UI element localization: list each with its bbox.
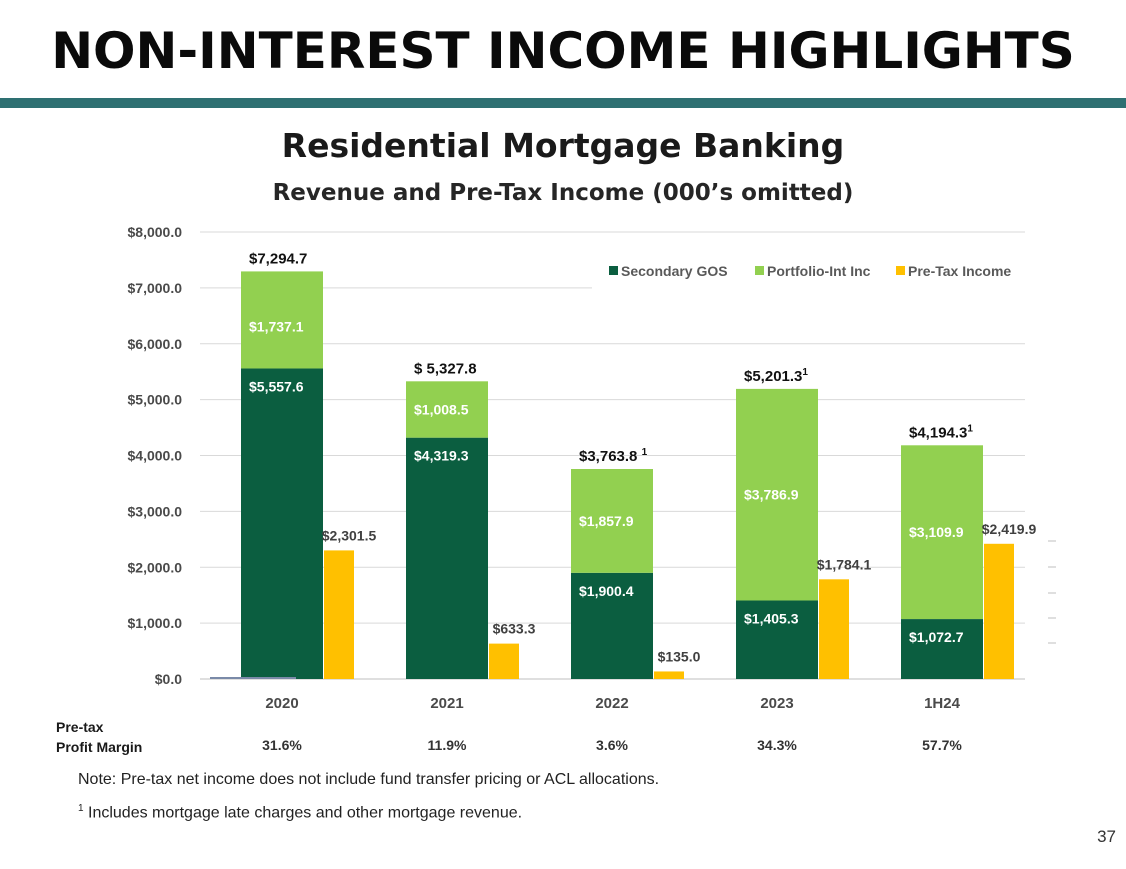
data-label-pre-tax-income: $1,784.1 bbox=[817, 556, 872, 572]
total-footnote-mark: 1 bbox=[802, 367, 808, 378]
margin-value: 31.6% bbox=[262, 737, 302, 753]
bar-pre-tax-income bbox=[489, 643, 519, 679]
bar-pre-tax-income bbox=[819, 579, 849, 679]
total-label: $4,194.31 bbox=[909, 423, 973, 441]
data-label-portfolio-int-inc: $3,786.9 bbox=[744, 487, 799, 503]
x-tick-label: 2020 bbox=[265, 695, 298, 712]
footnote-mark: 1 bbox=[78, 803, 84, 814]
y-tick-label: $6,000.0 bbox=[128, 336, 183, 352]
data-label-portfolio-int-inc: $1,737.1 bbox=[249, 318, 304, 334]
chart-subtitle: Revenue and Pre-Tax Income (000’s omitte… bbox=[272, 180, 854, 206]
total-label: $7,294.7 bbox=[249, 250, 307, 267]
y-tick-label: $1,000.0 bbox=[128, 615, 183, 631]
bar-portfolio-int-inc bbox=[736, 388, 818, 601]
y-tick-label: $2,000.0 bbox=[128, 559, 183, 575]
margin-value: 57.7% bbox=[922, 737, 962, 753]
x-tick-label: 2021 bbox=[430, 695, 463, 712]
y-tick-label: $5,000.0 bbox=[128, 392, 183, 408]
data-label-portfolio-int-inc: $3,109.9 bbox=[909, 524, 964, 540]
title-rule bbox=[0, 98, 1126, 108]
page-title: NON-INTEREST INCOME HIGHLIGHTS bbox=[51, 22, 1075, 80]
x-tick-label: 1H24 bbox=[924, 695, 961, 712]
data-label-secondary-gos: $5,557.6 bbox=[249, 378, 304, 394]
total-label: $3,763.8 1 bbox=[579, 447, 648, 465]
data-label-secondary-gos: $1,405.3 bbox=[744, 610, 799, 626]
total-label: $ 5,327.8 bbox=[414, 360, 477, 377]
legend-swatch bbox=[755, 266, 764, 275]
bar-secondary-gos bbox=[571, 572, 653, 679]
legend-label: Portfolio-Int Inc bbox=[767, 263, 871, 279]
x-tick-label: 2023 bbox=[760, 695, 793, 712]
y-tick-label: $4,000.0 bbox=[128, 448, 183, 464]
bar-pre-tax-income bbox=[654, 671, 684, 679]
data-label-secondary-gos: $4,319.3 bbox=[414, 448, 469, 464]
margin-value: 11.9% bbox=[427, 737, 467, 753]
legend-swatch bbox=[896, 266, 905, 275]
bar-portfolio-int-inc bbox=[901, 445, 983, 620]
y-tick-label: $3,000.0 bbox=[128, 503, 183, 519]
total-footnote-mark: 1 bbox=[642, 447, 648, 458]
margin-value: 3.6% bbox=[596, 737, 628, 753]
y-tick-label: $8,000.0 bbox=[128, 224, 183, 240]
footnote-text: Includes mortgage late charges and other… bbox=[83, 804, 523, 822]
bar-portfolio-int-inc bbox=[241, 271, 323, 369]
bar-portfolio-int-inc bbox=[571, 469, 653, 573]
y-tick-label: $7,000.0 bbox=[128, 280, 183, 296]
bar-portfolio-int-inc bbox=[406, 381, 488, 438]
data-label-secondary-gos: $1,900.4 bbox=[579, 583, 634, 599]
legend-label: Secondary GOS bbox=[621, 263, 728, 279]
x-tick-label: 2022 bbox=[595, 695, 628, 712]
legend-label: Pre-Tax Income bbox=[908, 263, 1011, 279]
note-text: Note: Pre-tax net income does not includ… bbox=[78, 771, 660, 788]
margin-value: 34.3% bbox=[757, 737, 797, 753]
legend-swatch bbox=[609, 266, 618, 275]
bar-pre-tax-income bbox=[984, 543, 1014, 679]
page-number: 37 bbox=[1097, 827, 1116, 846]
margin-row-label-line2: Profit Margin bbox=[56, 739, 143, 755]
y-tick-label: $0.0 bbox=[155, 671, 182, 687]
data-label-pre-tax-income: $633.3 bbox=[493, 621, 536, 637]
bar-secondary-gos bbox=[901, 619, 983, 679]
data-label-pre-tax-income: $2,301.5 bbox=[322, 527, 377, 543]
footnote: 1 Includes mortgage late charges and oth… bbox=[78, 803, 522, 822]
chart-title: Residential Mortgage Banking bbox=[281, 126, 845, 165]
data-label-portfolio-int-inc: $1,857.9 bbox=[579, 513, 634, 529]
total-footnote-mark: 1 bbox=[967, 423, 973, 434]
bar-secondary-gos bbox=[736, 600, 818, 679]
margin-row-label-line1: Pre-tax bbox=[56, 719, 104, 735]
bar-secondary-gos bbox=[241, 368, 323, 679]
data-label-pre-tax-income: $2,419.9 bbox=[982, 521, 1037, 537]
total-label: $5,201.31 bbox=[744, 367, 808, 385]
data-label-pre-tax-income: $135.0 bbox=[658, 648, 701, 664]
bar-pre-tax-income bbox=[324, 550, 354, 679]
data-label-secondary-gos: $1,072.7 bbox=[909, 629, 964, 645]
bar-secondary-gos bbox=[406, 437, 488, 679]
data-label-portfolio-int-inc: $1,008.5 bbox=[414, 401, 469, 417]
legend-box bbox=[592, 250, 1025, 292]
